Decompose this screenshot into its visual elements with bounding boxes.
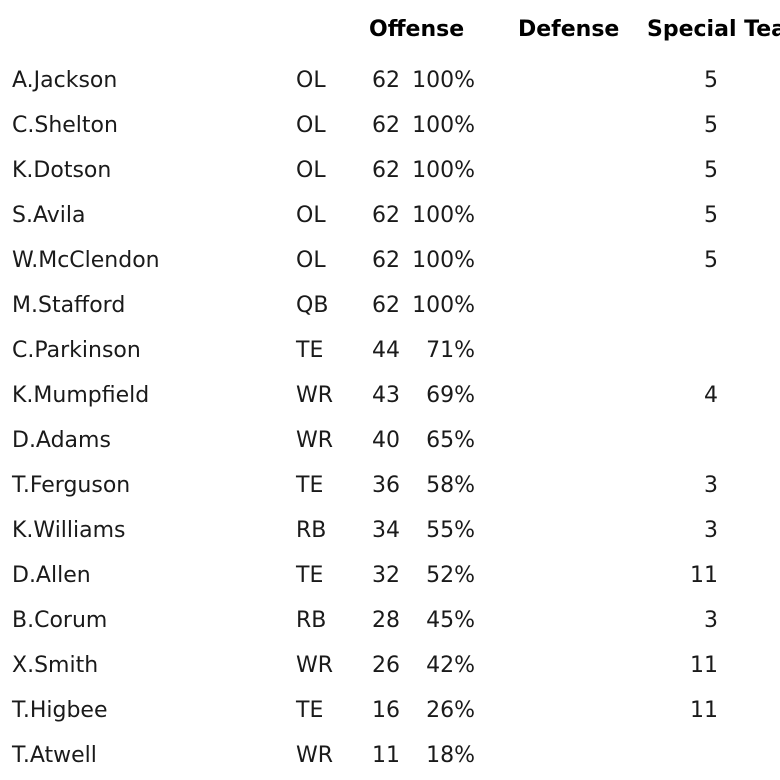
player-name: X.Smith (12, 653, 99, 678)
offense-snaps: 16 (372, 698, 400, 723)
offense-percentage: 71% (426, 338, 475, 363)
table-row: M.Stafford QB 62 100% (0, 283, 780, 328)
player-name: T.Atwell (12, 743, 97, 768)
player-name: K.Williams (12, 518, 126, 543)
player-position: OL (296, 158, 326, 183)
offense-snaps: 43 (372, 383, 400, 408)
offense-snaps: 62 (372, 158, 400, 183)
player-position: RB (296, 608, 327, 633)
table-row: T.Ferguson TE 36 58% 3 (0, 463, 780, 508)
offense-percentage: 55% (426, 518, 475, 543)
player-position: QB (296, 293, 329, 318)
table-row: C.Shelton OL 62 100% 5 (0, 103, 780, 148)
player-name: S.Avila (12, 203, 86, 228)
offense-snaps: 62 (372, 293, 400, 318)
player-name: D.Allen (12, 563, 91, 588)
offense-percentage: 18% (426, 743, 475, 768)
special-teams-snaps: 5 (704, 68, 718, 93)
special-teams-snaps: 11 (690, 563, 718, 588)
offense-percentage: 52% (426, 563, 475, 588)
offense-percentage: 100% (412, 248, 475, 273)
special-teams-snaps: 3 (704, 518, 718, 543)
table-row: T.Atwell WR 11 18% (0, 733, 780, 778)
player-name: D.Adams (12, 428, 111, 453)
offense-percentage: 100% (412, 158, 475, 183)
offense-snaps: 36 (372, 473, 400, 498)
offense-percentage: 26% (426, 698, 475, 723)
table-row: T.Higbee TE 16 26% 11 (0, 688, 780, 733)
player-name: K.Mumpfield (12, 383, 150, 408)
special-teams-snaps: 3 (704, 473, 718, 498)
offense-snaps: 32 (372, 563, 400, 588)
player-position: TE (296, 698, 324, 723)
player-position: RB (296, 518, 327, 543)
player-name: K.Dotson (12, 158, 112, 183)
player-position: WR (296, 653, 334, 678)
offense-snaps: 34 (372, 518, 400, 543)
header-special-teams: Special Tea (647, 17, 780, 42)
player-position: TE (296, 563, 324, 588)
player-position: OL (296, 68, 326, 93)
offense-snaps: 28 (372, 608, 400, 633)
offense-percentage: 58% (426, 473, 475, 498)
offense-percentage: 100% (412, 68, 475, 93)
special-teams-snaps: 3 (704, 608, 718, 633)
offense-snaps: 62 (372, 113, 400, 138)
table-row: K.Mumpfield WR 43 69% 4 (0, 373, 780, 418)
player-position: WR (296, 428, 334, 453)
table-row: X.Smith WR 26 42% 11 (0, 643, 780, 688)
player-position: TE (296, 338, 324, 363)
player-name: M.Stafford (12, 293, 126, 318)
player-name: C.Shelton (12, 113, 118, 138)
special-teams-snaps: 11 (690, 698, 718, 723)
player-position: TE (296, 473, 324, 498)
offense-snaps: 26 (372, 653, 400, 678)
table-row: A.Jackson OL 62 100% 5 (0, 58, 780, 103)
table-row: C.Parkinson TE 44 71% (0, 328, 780, 373)
player-position: OL (296, 113, 326, 138)
table-row: K.Dotson OL 62 100% 5 (0, 148, 780, 193)
player-name: A.Jackson (12, 68, 118, 93)
player-position: OL (296, 203, 326, 228)
special-teams-snaps: 5 (704, 158, 718, 183)
player-position: WR (296, 743, 334, 768)
offense-snaps: 62 (372, 68, 400, 93)
table-row: B.Corum RB 28 45% 3 (0, 598, 780, 643)
header-offense: Offense (369, 17, 465, 42)
header-defense: Defense (518, 17, 620, 42)
table-row: S.Avila OL 62 100% 5 (0, 193, 780, 238)
special-teams-snaps: 5 (704, 203, 718, 228)
player-name: C.Parkinson (12, 338, 141, 363)
offense-snaps: 62 (372, 248, 400, 273)
offense-percentage: 100% (412, 113, 475, 138)
table-row: K.Williams RB 34 55% 3 (0, 508, 780, 553)
offense-snaps: 11 (372, 743, 400, 768)
offense-snaps: 62 (372, 203, 400, 228)
table-row: W.McClendon OL 62 100% 5 (0, 238, 780, 283)
player-name: B.Corum (12, 608, 108, 633)
offense-snaps: 44 (372, 338, 400, 363)
table-row: D.Allen TE 32 52% 11 (0, 553, 780, 598)
offense-percentage: 100% (412, 293, 475, 318)
player-position: WR (296, 383, 334, 408)
player-rows: A.Jackson OL 62 100% 5 C.Shelton OL 62 1… (0, 58, 780, 778)
offense-percentage: 42% (426, 653, 475, 678)
offense-percentage: 45% (426, 608, 475, 633)
special-teams-snaps: 11 (690, 653, 718, 678)
special-teams-snaps: 4 (704, 383, 718, 408)
table-row: D.Adams WR 40 65% (0, 418, 780, 463)
player-name: T.Ferguson (12, 473, 131, 498)
player-name: W.McClendon (12, 248, 160, 273)
offense-percentage: 100% (412, 203, 475, 228)
offense-percentage: 69% (426, 383, 475, 408)
special-teams-snaps: 5 (704, 248, 718, 273)
offense-snaps: 40 (372, 428, 400, 453)
special-teams-snaps: 5 (704, 113, 718, 138)
player-name: T.Higbee (12, 698, 108, 723)
offense-percentage: 65% (426, 428, 475, 453)
player-position: OL (296, 248, 326, 273)
